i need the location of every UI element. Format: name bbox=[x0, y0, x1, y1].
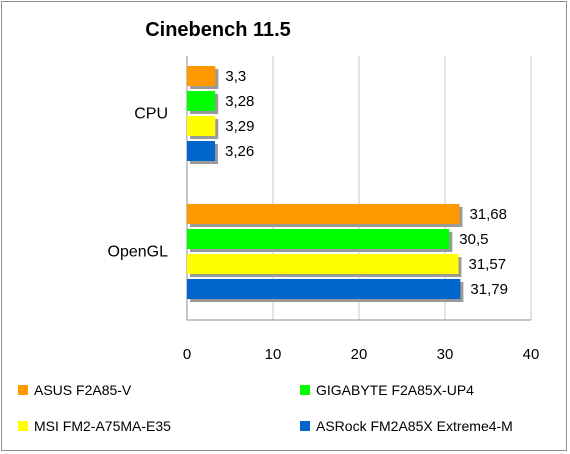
value-label: 3,26 bbox=[225, 143, 254, 160]
legend: ASUS F2A85-V GIGABYTE F2A85X-UP4 MSI FM2-A… bbox=[18, 382, 558, 442]
bars bbox=[187, 66, 464, 302]
category-label: CPU bbox=[134, 106, 168, 123]
value-label: 31,57 bbox=[469, 256, 507, 273]
value-label: 3,28 bbox=[225, 93, 254, 110]
x-tick-label: 10 bbox=[265, 346, 282, 363]
legend-item: GIGABYTE F2A85X-UP4 bbox=[300, 382, 474, 398]
x-tick-label: 30 bbox=[437, 346, 454, 363]
bar bbox=[187, 229, 450, 249]
bar bbox=[187, 204, 460, 224]
value-labels: 3,3 3,28 3,29 3,26 31,68 30,5 31,57 31,79 bbox=[225, 68, 508, 298]
chart-title: Cinebench 11.5 bbox=[145, 19, 291, 41]
x-tick-label: 20 bbox=[351, 346, 368, 363]
x-tick-labels: 0 10 20 30 40 bbox=[183, 346, 540, 363]
value-label: 3,29 bbox=[225, 118, 254, 135]
bar bbox=[187, 141, 216, 161]
legend-item: MSI FM2-A75MA-E35 bbox=[18, 418, 171, 434]
category-label: OpenGL bbox=[108, 244, 169, 261]
x-tick-label: 40 bbox=[523, 346, 540, 363]
legend-label: ASUS F2A85-V bbox=[34, 382, 132, 398]
legend-item: ASUS F2A85-V bbox=[18, 382, 131, 398]
legend-swatch bbox=[300, 385, 310, 395]
bar bbox=[187, 254, 459, 274]
value-label: 3,3 bbox=[225, 68, 246, 85]
bar bbox=[187, 91, 216, 111]
value-label: 30,5 bbox=[459, 231, 488, 248]
bar bbox=[187, 279, 461, 299]
bar bbox=[187, 66, 216, 86]
legend-swatch bbox=[18, 421, 28, 431]
legend-label: GIGABYTE F2A85X-UP4 bbox=[316, 382, 474, 398]
legend-swatch bbox=[18, 385, 28, 395]
legend-swatch bbox=[300, 421, 310, 431]
bar bbox=[187, 116, 216, 136]
legend-label: ASRock FM2A85X Extreme4-M bbox=[316, 418, 513, 434]
value-label: 31,68 bbox=[469, 206, 507, 223]
x-tick-label: 0 bbox=[183, 346, 191, 363]
category-labels: CPU OpenGL bbox=[108, 106, 169, 261]
legend-item: ASRock FM2A85X Extreme4-M bbox=[300, 418, 513, 434]
value-label: 31,79 bbox=[470, 281, 508, 298]
legend-label: MSI FM2-A75MA-E35 bbox=[34, 418, 171, 434]
